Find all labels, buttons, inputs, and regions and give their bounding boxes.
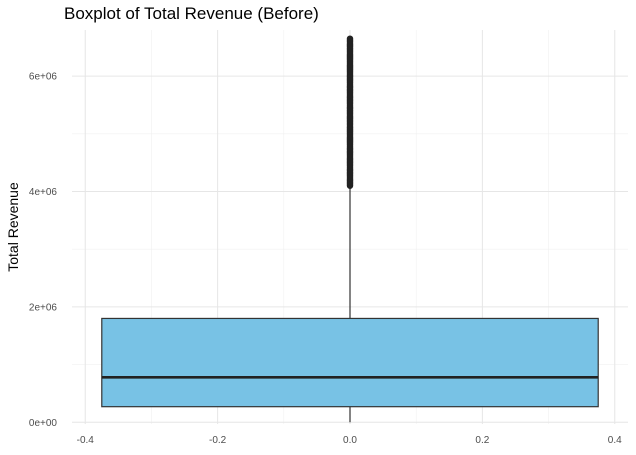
x-tick-label: -0.2 <box>209 435 227 446</box>
x-tick-label: 0.4 <box>608 435 622 446</box>
x-tick-label: 0.2 <box>475 435 489 446</box>
y-tick-label: 0e+00 <box>29 418 58 429</box>
y-tick-label: 2e+06 <box>29 302 58 313</box>
y-tick-label: 4e+06 <box>29 187 58 198</box>
outlier-point <box>346 35 354 42</box>
y-tick-label: 6e+06 <box>29 72 58 83</box>
x-tick-label: 0.0 <box>343 435 357 446</box>
box-iqr <box>101 317 599 408</box>
chart-title: Boxplot of Total Revenue (Before) <box>64 4 319 23</box>
y-axis-label: Total Revenue <box>5 182 21 272</box>
x-tick-label: -0.4 <box>77 435 95 446</box>
